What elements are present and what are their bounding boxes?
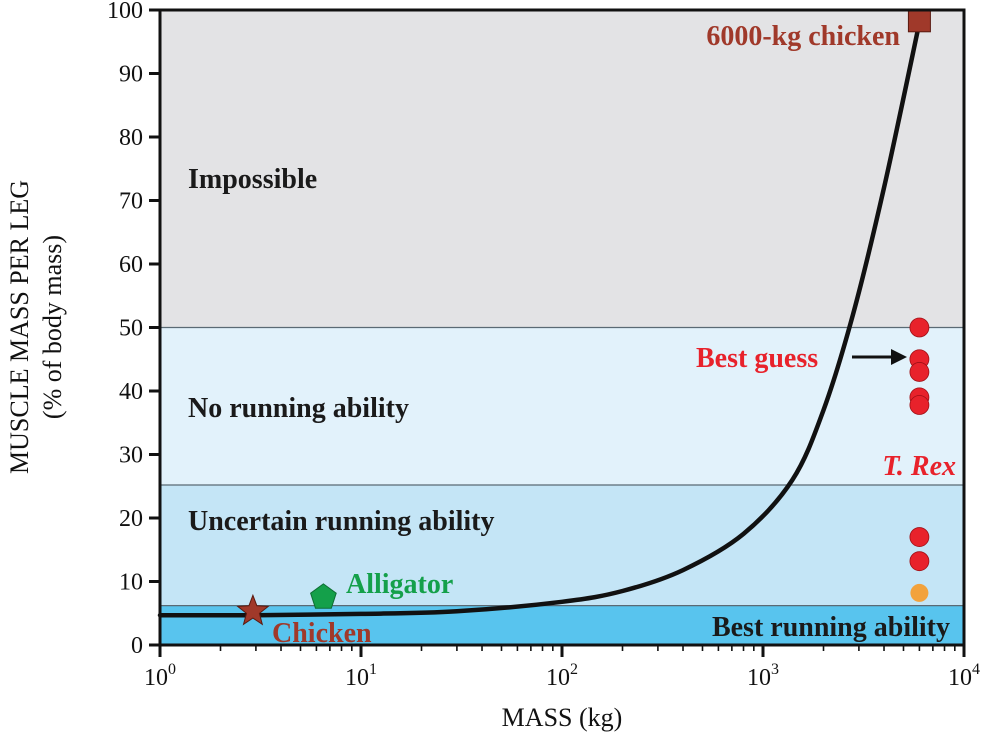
x-tick-label-2: 102 (546, 661, 578, 691)
region-label-uncertain-running: Uncertain running ability (188, 506, 494, 537)
region-band-2 (160, 484, 964, 606)
y-axis-title-line-2: (% of body mass) (38, 235, 67, 419)
x-axis-title: MASS (kg) (502, 703, 623, 732)
y-axis-title-line-1: MUSCLE MASS PER LEG (5, 180, 34, 474)
region-label-impossible: Impossible (188, 164, 317, 195)
y-tick-label-2: 20 (119, 506, 143, 532)
trex-estimate-4 (909, 395, 930, 415)
x-axis: 100 101 102 103 104 (144, 645, 980, 691)
point-6000-kg-chicken (907, 9, 931, 33)
model-curve (157, 20, 922, 618)
point-chicken (236, 593, 270, 626)
region-band-1 (160, 327, 964, 485)
y-tick-label-4: 40 (119, 379, 143, 405)
region-boundaries (160, 326, 964, 607)
y-tick-label-10: 100 (107, 0, 143, 24)
point-alligator (310, 583, 337, 609)
y-tick-label-3: 30 (119, 443, 143, 469)
region-labels: Impossible No running ability Uncertain … (188, 164, 950, 643)
trex-estimate-5 (909, 527, 930, 547)
trex-estimate-6 (909, 551, 930, 572)
y-tick-label-9: 90 (119, 62, 143, 88)
x-tick-label-1: 101 (345, 661, 377, 691)
x-tick-label-4: 104 (948, 661, 980, 691)
annotation-alligator: Alligator (346, 569, 453, 600)
region-label-best-running: Best running ability (712, 612, 950, 643)
annotation-6000kg-chicken: 6000-kg chicken (706, 21, 900, 52)
y-tick-label-0: 0 (131, 633, 143, 659)
x-tick-label-3: 103 (747, 661, 779, 691)
annotation-trex: T. Rex (882, 451, 956, 482)
trex-estimate-low (910, 583, 929, 602)
best-guess-arrowhead (891, 349, 907, 365)
y-tick-label-6: 60 (119, 252, 143, 278)
x-tick-label-0: 100 (144, 661, 176, 691)
y-tick-label-1: 10 (119, 570, 143, 596)
annotation-best-guess: Best guess (696, 343, 818, 374)
regions-layer (160, 10, 964, 645)
y-axis: 0 10 20 30 40 50 60 70 80 90 100 (107, 0, 160, 659)
region-band-3 (160, 605, 964, 645)
points-layer (236, 9, 931, 626)
region-label-no-running: No running ability (188, 393, 409, 424)
y-tick-label-8: 80 (119, 125, 143, 151)
y-axis-title: MUSCLE MASS PER LEG (% of body mass) (5, 180, 67, 474)
region-band-0 (160, 10, 964, 328)
y-tick-label-7: 70 (119, 189, 143, 215)
trex-estimate-0 (909, 317, 930, 338)
y-tick-label-5: 50 (119, 316, 143, 342)
trex-estimate-2 (909, 362, 930, 382)
